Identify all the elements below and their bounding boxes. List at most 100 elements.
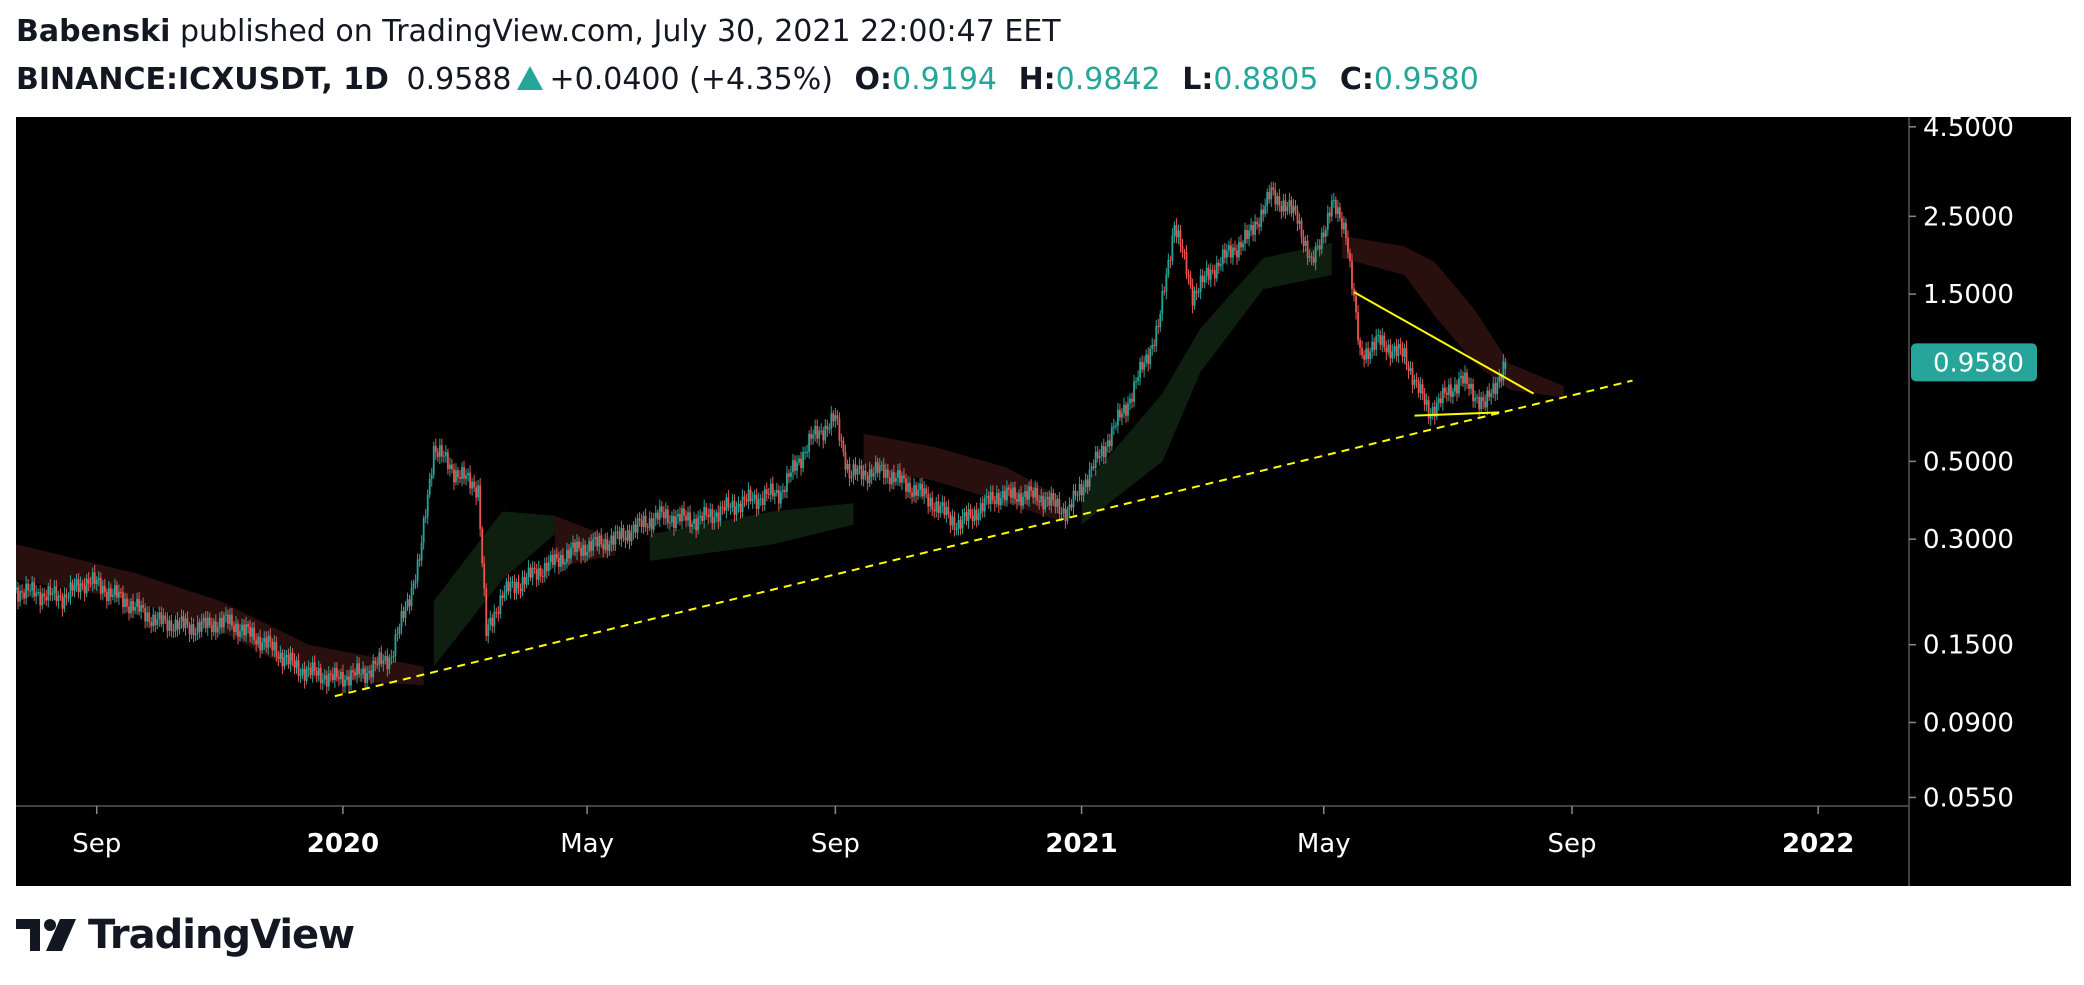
trendline-2 (1353, 291, 1535, 395)
candle-body (842, 440, 845, 453)
candle-body (971, 515, 974, 522)
candle-body (1369, 351, 1372, 359)
candle-body (360, 673, 362, 675)
candle-body (323, 675, 326, 680)
candle-body (1167, 260, 1170, 275)
candle-body (610, 535, 613, 545)
chart-canvas[interactable]: 4.5000 2.5000 1.5000 0.5000 0.3000 0.1500 0.09… (16, 117, 2071, 886)
tradingview-brand[interactable]: TradingView (16, 912, 355, 958)
candle-body (420, 542, 423, 561)
candle-body (913, 485, 915, 497)
candle-body (289, 652, 292, 665)
candle-body (263, 637, 266, 643)
candle-body (251, 627, 254, 637)
candle-body (1361, 347, 1363, 356)
candle-body (160, 612, 163, 625)
candle-body (741, 496, 744, 512)
candle-body (1476, 396, 1479, 398)
candle-body (638, 518, 641, 521)
candle-body (1415, 379, 1418, 381)
candle-body (515, 582, 518, 594)
candle-body (469, 472, 471, 489)
candle-body (25, 583, 27, 599)
candle-body (1423, 394, 1426, 405)
candle-body (790, 472, 792, 477)
candle-body (897, 469, 899, 478)
candle-body (1159, 313, 1162, 328)
candle-body (955, 528, 958, 530)
candle-body (1349, 252, 1351, 261)
candle-body (348, 676, 350, 686)
candle-body (505, 581, 508, 593)
candle-body (814, 425, 817, 435)
candle-body (495, 611, 498, 613)
candle-body (1082, 487, 1085, 496)
candle-body (555, 554, 558, 559)
candle-body (47, 586, 50, 601)
candle-body (128, 606, 130, 614)
candle-body (267, 635, 270, 648)
candle-body (1038, 500, 1041, 503)
candle-body (1355, 295, 1357, 313)
candle-body (1189, 276, 1192, 286)
y-tick-label: 4.5000 (1923, 117, 2014, 143)
candle-body (1238, 241, 1240, 258)
candle-body (860, 465, 863, 480)
candle-body (1425, 400, 1428, 405)
price-chart[interactable]: 4.5000 2.5000 1.5000 0.5000 0.3000 0.1500 0.09… (16, 117, 2071, 886)
candle-body (834, 415, 837, 422)
candle-body (531, 567, 534, 578)
candle-body (709, 509, 712, 518)
x-tick-label: Sep (811, 829, 860, 859)
candle-body (808, 433, 811, 452)
candle-body (164, 615, 167, 620)
candle-body (717, 512, 720, 522)
candle-body (1290, 200, 1293, 214)
candle-body (1268, 191, 1271, 200)
candle-body (501, 595, 504, 599)
candle-body (882, 464, 885, 478)
candle-body (513, 581, 516, 594)
candle-body (285, 654, 288, 658)
candle-body (1213, 270, 1216, 279)
candle-body (836, 415, 839, 419)
candle-body (646, 527, 649, 529)
candle-body (368, 670, 371, 674)
candle-body (93, 572, 96, 585)
candle-body (279, 652, 282, 659)
candle-body (731, 500, 734, 508)
candle-body (412, 583, 415, 588)
trendline-3 (1414, 411, 1500, 417)
author-name[interactable]: Babenski (16, 14, 171, 49)
candle-body (517, 582, 520, 589)
candle-body (931, 497, 934, 510)
candle-body (1060, 513, 1063, 515)
candle-body (396, 633, 399, 635)
candle-body (769, 483, 772, 495)
candle-body (804, 452, 806, 454)
candle-body (580, 548, 582, 556)
candle-body (909, 482, 911, 493)
candle-body (1163, 291, 1166, 293)
candle-body (695, 518, 698, 531)
candle-body (660, 506, 663, 512)
candle-body (1240, 241, 1242, 248)
candle-body (576, 541, 578, 553)
candle-body (344, 679, 346, 687)
candle-body (231, 614, 233, 626)
candle-body (1098, 456, 1101, 459)
candle-body (743, 496, 746, 500)
candle-body (19, 591, 21, 602)
candle-body (1018, 493, 1020, 502)
candle-body (604, 539, 607, 550)
candle-body (194, 633, 197, 636)
candle-body (497, 612, 500, 615)
candle-body (1262, 209, 1265, 215)
candle-body (543, 562, 546, 577)
candle-body (1502, 361, 1505, 381)
candle-body (1203, 275, 1206, 283)
candle-body (249, 626, 252, 637)
candle-body (1494, 383, 1497, 395)
candle-body (1359, 340, 1361, 348)
candle-body (1116, 409, 1119, 426)
